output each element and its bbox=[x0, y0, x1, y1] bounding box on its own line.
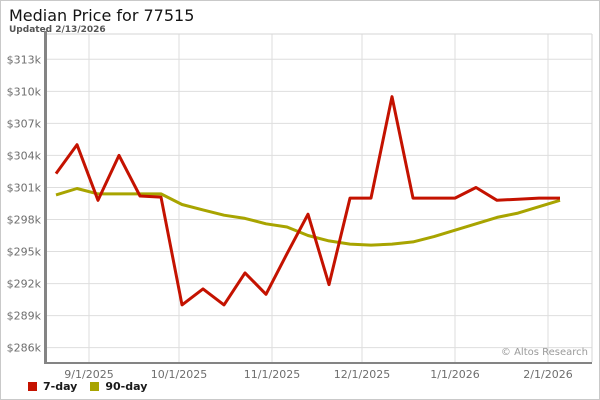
x-axis-bar bbox=[44, 362, 592, 364]
x-tick-label: 9/1/2025 bbox=[64, 368, 113, 381]
y-tick-label: $295k bbox=[7, 246, 42, 259]
y-tick-label: $304k bbox=[7, 149, 42, 162]
x-tick-label: 10/1/2025 bbox=[151, 368, 207, 381]
legend-item-7day: 7-day bbox=[28, 380, 77, 393]
series-line-7-day bbox=[54, 95, 560, 307]
y-axis-bar bbox=[44, 31, 47, 362]
y-tick-label: $310k bbox=[7, 85, 42, 98]
y-tick-label: $289k bbox=[7, 310, 42, 323]
legend: 7-day 90-day bbox=[28, 380, 160, 393]
y-tick-label: $298k bbox=[7, 214, 42, 227]
x-tick-label: 2/1/2026 bbox=[523, 368, 572, 381]
x-tick-label: 12/1/2025 bbox=[334, 368, 390, 381]
legend-label-7day: 7-day bbox=[43, 380, 78, 393]
y-tick-label: $307k bbox=[7, 117, 42, 130]
legend-swatch-7day-icon bbox=[28, 382, 37, 391]
legend-swatch-90day-icon bbox=[90, 382, 100, 391]
y-tick-label: $301k bbox=[7, 181, 42, 194]
y-tick-label: $286k bbox=[7, 342, 42, 355]
x-tick-label: 11/1/2025 bbox=[244, 368, 300, 381]
watermark: © Altos Research bbox=[500, 347, 588, 358]
x-tick-label: 1/1/2026 bbox=[430, 368, 479, 381]
y-tick-label: $313k bbox=[7, 53, 42, 66]
y-tick-label: $292k bbox=[7, 278, 42, 291]
chart-subtitle: Updated 2/13/2026 bbox=[9, 25, 106, 35]
chart-title: Median Price for 77515 bbox=[9, 6, 195, 25]
legend-item-90day: 90-day bbox=[90, 380, 147, 393]
legend-label-90day: 90-day bbox=[105, 380, 148, 393]
